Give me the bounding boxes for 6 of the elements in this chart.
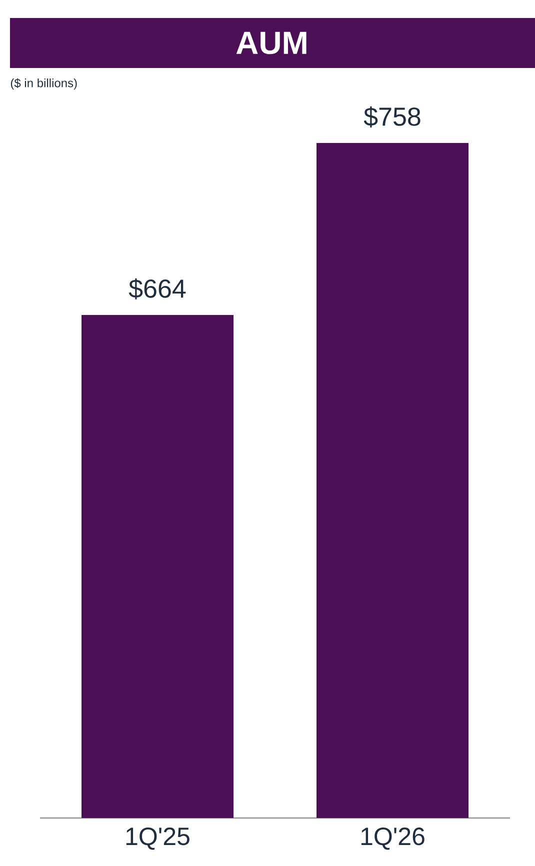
x-tick-label: 1Q'25 bbox=[126, 828, 190, 850]
chart-subtitle: ($ in billions) bbox=[10, 78, 77, 90]
data-label: $758 bbox=[364, 106, 420, 128]
data-label: $664 bbox=[128, 278, 186, 300]
x-tick-label: 1Q'26 bbox=[361, 828, 424, 850]
chart-title: AUM bbox=[236, 32, 306, 54]
